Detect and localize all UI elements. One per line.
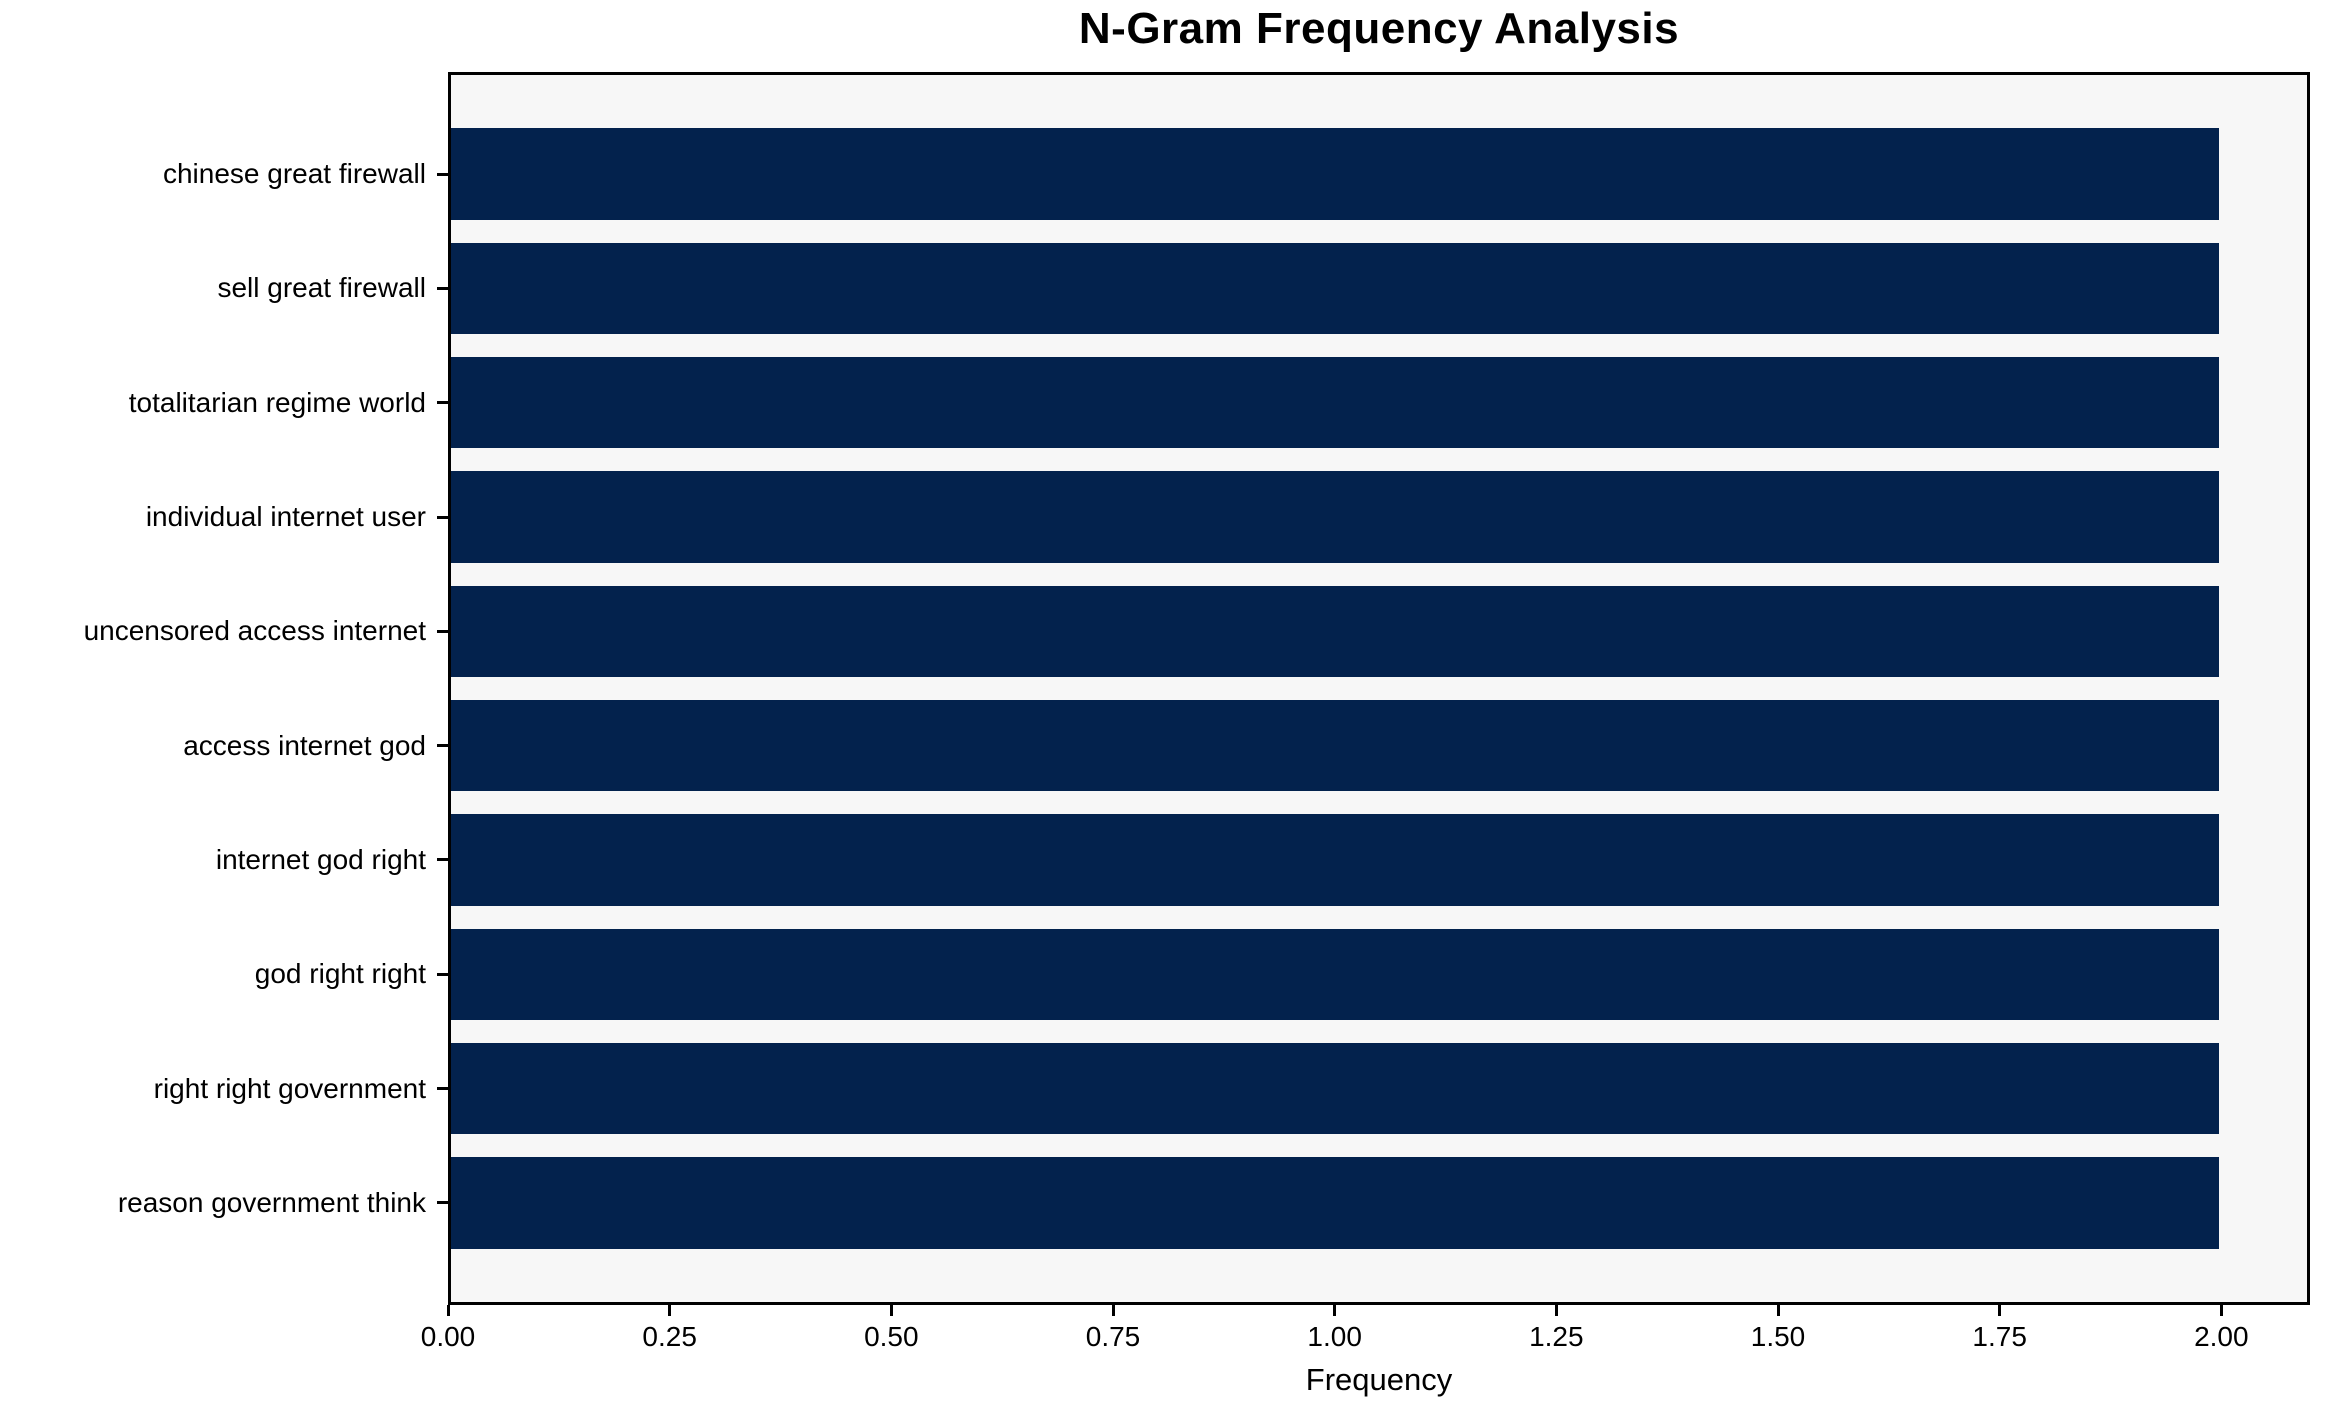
y-tick-label: internet god right <box>215 843 426 875</box>
x-tick-label: 1.25 <box>1529 1321 1584 1352</box>
x-tick-mark <box>1998 1305 2002 1316</box>
bar <box>451 585 2219 678</box>
bar <box>451 242 2219 335</box>
x-tick-label: 1.75 <box>1972 1321 2027 1352</box>
bar-row: chinese great firewall <box>163 117 2307 231</box>
x-axis-label: Frequency <box>1305 1362 1453 1397</box>
bar-row: sell great firewall <box>217 231 2307 345</box>
y-tick-label: sell great firewall <box>217 272 426 304</box>
x-tick-mark <box>889 1305 893 1316</box>
bar <box>451 814 2219 906</box>
y-tick-mark <box>437 286 448 290</box>
x-tick-label: 1.50 <box>1750 1321 1806 1352</box>
bar-row: internet god right <box>216 803 2307 917</box>
x-axis: 0.00 0.25 0.50 0.75 1.00 1.25 1.50 1.75 2.00 <box>421 1305 2310 1365</box>
x-tick-label: 0.75 <box>1085 1321 1141 1352</box>
y-tick-mark <box>437 1201 448 1205</box>
bar-row: individual internet user <box>146 460 2307 574</box>
y-tick-label: uncensored access internet <box>83 615 426 647</box>
x-tick-label: 2.00 <box>2194 1321 2249 1352</box>
bar <box>451 928 2219 1020</box>
x-tick-label: 1.00 <box>1307 1321 1362 1352</box>
bar-row: right right government <box>154 1031 2307 1145</box>
y-tick-label: reason government think <box>117 1186 426 1218</box>
x-tick-mark <box>1776 1305 1780 1316</box>
x-tick-label: 0.00 <box>420 1321 476 1352</box>
bar-row: uncensored access internet <box>84 574 2307 688</box>
x-tick-mark <box>1111 1305 1115 1316</box>
bar <box>451 128 2219 220</box>
y-tick-label: individual internet user <box>145 501 426 533</box>
y-tick-mark <box>437 858 448 862</box>
y-tick-mark <box>437 401 448 405</box>
plot-area: chinese great firewall sell great firewal… <box>84 72 2310 1305</box>
y-tick-label: right right government <box>153 1072 426 1104</box>
y-tick-label: totalitarian regime world <box>128 386 426 418</box>
x-tick-mark <box>2219 1305 2223 1316</box>
y-tick-mark <box>437 972 448 976</box>
x-tick-label: 0.50 <box>864 1321 919 1352</box>
bar-row: totalitarian regime world <box>129 346 2307 460</box>
bar <box>451 471 2219 563</box>
x-tick-mark <box>668 1305 672 1316</box>
bar <box>451 1157 2219 1249</box>
y-tick-mark <box>437 172 448 176</box>
y-tick-mark <box>437 744 448 748</box>
bar-row: reason government think <box>118 1146 2307 1260</box>
y-tick-mark <box>437 1087 448 1091</box>
y-tick-mark <box>437 629 448 633</box>
y-tick-label: chinese great firewall <box>162 158 426 190</box>
x-tick-mark <box>446 1305 450 1316</box>
bar <box>451 1042 2219 1135</box>
bar-row: god right right <box>255 917 2307 1031</box>
bar <box>451 357 2219 449</box>
x-tick-label: 0.25 <box>642 1321 697 1352</box>
bar-row: access internet god <box>183 688 2307 802</box>
y-tick-label: god right right <box>254 958 426 990</box>
bar <box>451 699 2219 792</box>
y-tick-label: access internet god <box>183 729 426 761</box>
bars-container: chinese great firewall sell great firewal… <box>84 75 2307 1302</box>
x-tick-mark <box>1554 1305 1558 1316</box>
x-tick-mark <box>1333 1305 1337 1316</box>
chart-title: N-Gram Frequency Analysis <box>1078 4 1680 53</box>
y-tick-mark <box>437 515 448 519</box>
